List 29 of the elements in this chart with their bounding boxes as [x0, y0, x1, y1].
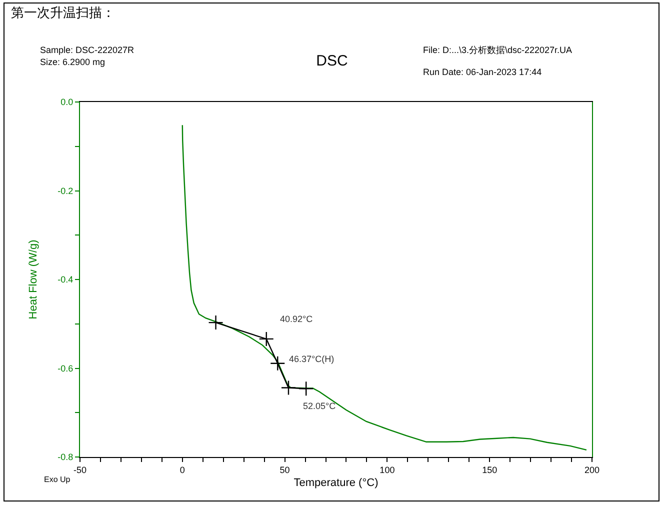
y-tick-label: -0.6 [58, 363, 74, 374]
annotation: 52.05°C [303, 401, 336, 411]
text: 第一次升温扫描： [11, 5, 115, 20]
x-tick-label: 100 [380, 464, 395, 475]
text: File: D:...\3.分析数据\dsc-222027r.UA [423, 45, 572, 55]
y-tick-label: 0.0 [60, 97, 74, 108]
annotation: 40.92°C [280, 314, 314, 324]
point [258, 331, 274, 347]
x-tick-label: 0 [180, 464, 185, 475]
text: Sample: DSC-222027R [40, 45, 135, 55]
y-tick-label: -0.8 [58, 452, 74, 462]
text: Size: 6.2900 mg [40, 57, 106, 67]
point [270, 356, 286, 371]
x-tick-label: 50 [280, 464, 290, 475]
line-series [182, 124, 588, 450]
x-tick-label: 200 [584, 464, 600, 475]
point [208, 314, 224, 330]
chart-title: DSC [316, 52, 348, 70]
x-axis-title: Temperature (°C) [294, 477, 378, 489]
point [298, 381, 314, 396]
text: Run Date: 06-Jan-2023 17:44 [423, 67, 542, 77]
y-tick-label: -0.2 [58, 186, 74, 196]
text: Exo Up [44, 475, 71, 484]
annotation: 46.37°C(H) [289, 354, 334, 364]
x-tick-label: -50 [73, 464, 87, 475]
y-axis-title: Heat Flow (W/g) [27, 240, 40, 320]
y-tick-label: -0.4 [58, 274, 74, 285]
x-tick-label: 150 [482, 464, 498, 475]
point [280, 380, 296, 396]
